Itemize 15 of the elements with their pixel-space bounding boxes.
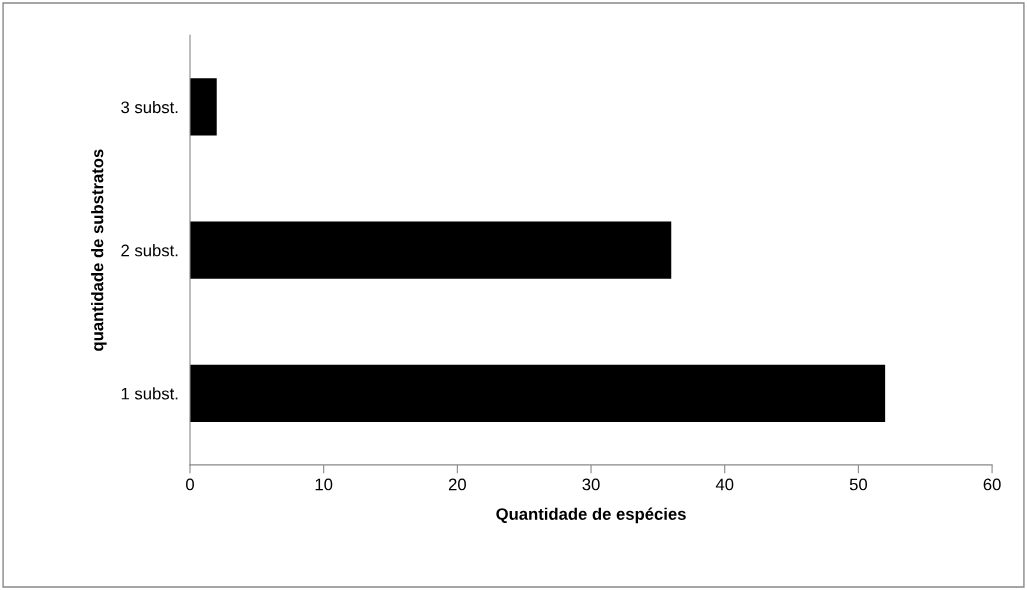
y-tick-label: 2 subst. [121, 244, 178, 257]
y-axis-title: quantidade de substratos [91, 149, 107, 351]
x-axis-title: Quantidade de espécies [496, 507, 686, 524]
x-tick-label: 0 [186, 478, 194, 491]
x-tick-label: 30 [582, 478, 600, 491]
x-tick-label: 10 [315, 478, 333, 491]
x-tick-label: 20 [448, 478, 466, 491]
y-tick-label: 3 subst. [121, 100, 178, 114]
x-tick-label: 50 [849, 478, 868, 491]
y-tick-label: 1 subst. [121, 387, 178, 400]
x-tick-label: 60 [983, 478, 1001, 491]
bar [189, 364, 886, 422]
x-tick-label: 40 [715, 478, 734, 491]
bar [189, 221, 672, 279]
bar [189, 78, 217, 136]
